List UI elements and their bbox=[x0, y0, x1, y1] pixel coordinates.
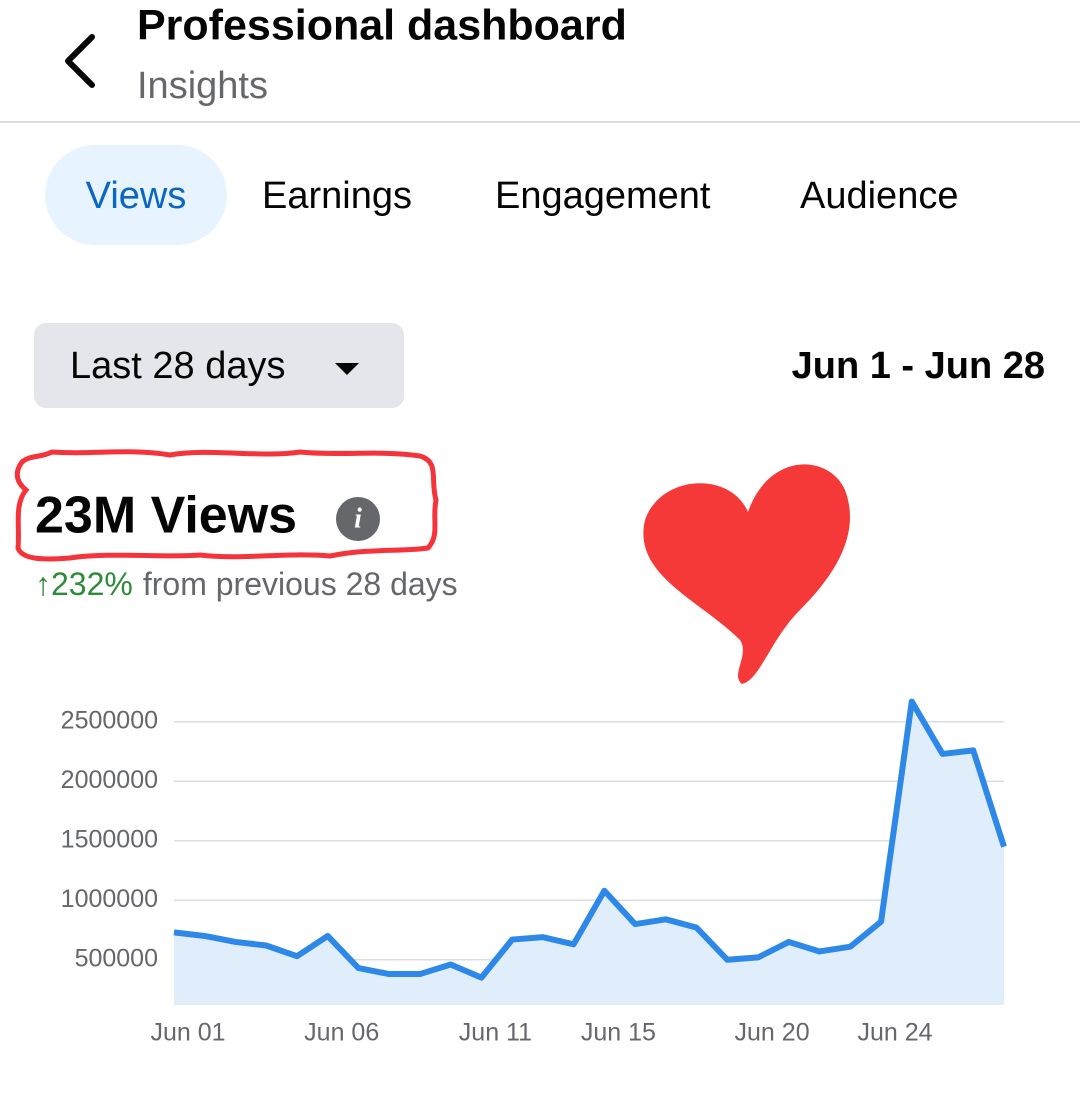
tab[interactable]: Audience bbox=[800, 175, 958, 217]
scribble-annotation bbox=[14, 449, 439, 562]
change-line: ↑232% from previous 28 days bbox=[35, 566, 458, 602]
line bbox=[173, 698, 1007, 981]
tab[interactable]: Engagement bbox=[495, 175, 711, 217]
y-tick-label: 1000000 bbox=[61, 885, 158, 913]
header-subtitle: Insights bbox=[137, 65, 268, 107]
date-range: Jun 1 - Jun 28 bbox=[792, 345, 1045, 387]
period-label: Last 28 days bbox=[70, 345, 285, 387]
change-text: from previous 28 days bbox=[143, 566, 458, 602]
change-value: ↑232% bbox=[35, 566, 133, 602]
y-tick-label: 2000000 bbox=[61, 766, 158, 794]
info-glyph: i bbox=[354, 503, 362, 534]
tab-active-bg bbox=[45, 145, 227, 245]
tab[interactable]: Earnings bbox=[262, 175, 412, 217]
period-dropdown[interactable] bbox=[34, 323, 404, 408]
total-views: 23M Views bbox=[35, 487, 297, 545]
header-title: Professional dashboard bbox=[137, 1, 627, 49]
y-tick-label: 1500000 bbox=[61, 825, 158, 853]
x-tick-label: Jun 15 bbox=[581, 1019, 656, 1047]
x-tick-label: Jun 06 bbox=[304, 1019, 379, 1047]
area bbox=[174, 701, 1004, 1005]
y-tick-label: 2500000 bbox=[61, 706, 158, 734]
chart: 500000 1000000 1500000 2000000 2500000 Jun 01… bbox=[61, 698, 1007, 1047]
x-tick-label: Jun 01 bbox=[150, 1019, 225, 1047]
y-tick-label: 500000 bbox=[75, 944, 158, 972]
info-icon[interactable] bbox=[336, 497, 380, 541]
dropdown-caret bbox=[335, 363, 359, 375]
x-tick-label: Jun 24 bbox=[858, 1019, 933, 1047]
tab[interactable]: Views bbox=[86, 175, 187, 217]
back-button[interactable] bbox=[65, 34, 95, 88]
heart-drawing bbox=[643, 464, 850, 684]
x-tick-label: Jun 11 bbox=[459, 1019, 532, 1047]
x-tick-label: Jun 20 bbox=[735, 1019, 810, 1047]
